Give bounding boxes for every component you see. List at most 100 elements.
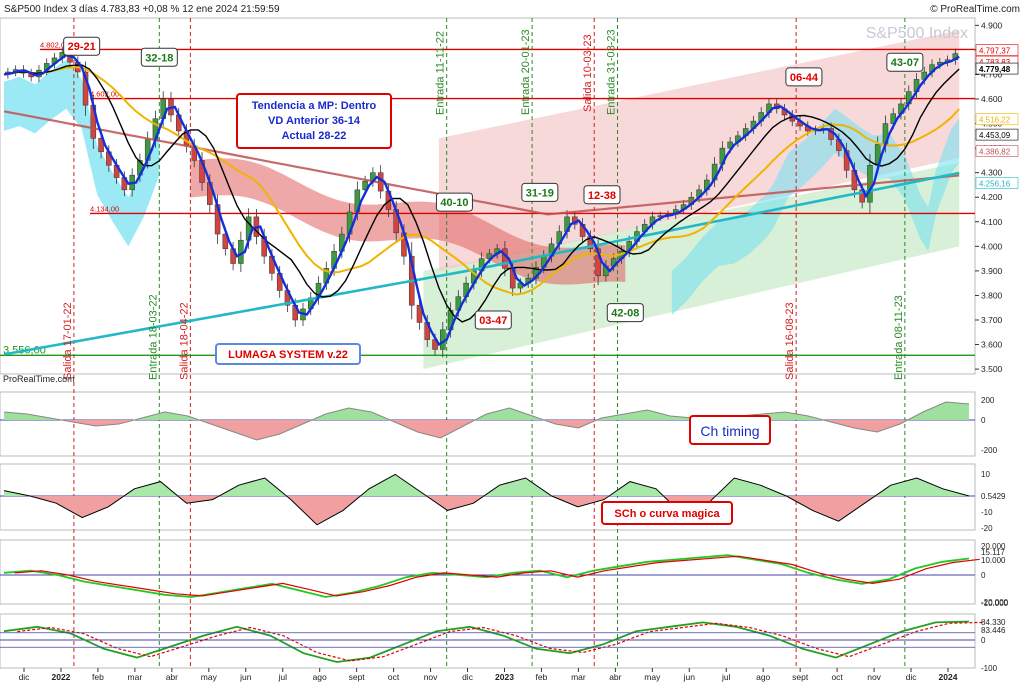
indicator-area-up bbox=[4, 402, 969, 420]
panel-frame bbox=[0, 391, 976, 457]
panel-frame bbox=[0, 613, 976, 669]
sch-label-box: SCh o curva magica bbox=[601, 501, 733, 525]
signal-count-label: 29-21 bbox=[68, 41, 96, 53]
x-tick-label: dic bbox=[462, 672, 474, 682]
signal-count-box bbox=[785, 67, 823, 87]
cloud-cyan-1 bbox=[4, 59, 160, 247]
right-price-label: 4.256,16 bbox=[979, 179, 1011, 188]
indicator-line-green bbox=[3, 554, 970, 598]
panel-backgrounds bbox=[0, 17, 976, 669]
x-tick-label: nov bbox=[424, 672, 438, 682]
x-tick-label: 2022 bbox=[51, 672, 70, 682]
x-tick-label: may bbox=[644, 672, 661, 682]
panel-frame bbox=[0, 463, 976, 531]
indicator-tick-label: 83.446 bbox=[981, 626, 1006, 635]
panel-frame bbox=[0, 539, 976, 605]
indicator-tick-label: 0 bbox=[981, 571, 986, 580]
indicator-tick-label: 20.000 bbox=[981, 542, 1006, 551]
x-tick-label: dic bbox=[19, 672, 31, 682]
right-price-label: 4.779,48 bbox=[979, 65, 1011, 74]
indicator-line bbox=[3, 401, 970, 441]
indicator-tick-label: -20 bbox=[981, 524, 993, 533]
signal-label-entry: Entrada 20-01-23 bbox=[520, 29, 532, 115]
right-price-box bbox=[975, 177, 1019, 189]
y-tick-label: 3.800 bbox=[981, 290, 1003, 300]
candle-body bbox=[222, 233, 229, 250]
candle-body bbox=[416, 305, 423, 323]
signal-count-label: 42-08 bbox=[611, 308, 639, 320]
level-label: 4.134,00 bbox=[90, 204, 119, 213]
panel-frame bbox=[0, 17, 976, 375]
watermark: S&P500 Index bbox=[866, 25, 968, 42]
signal-label-exit: Salida 17-01-22 bbox=[62, 302, 74, 380]
indicator-tick-label: 200 bbox=[981, 396, 995, 405]
grid bbox=[975, 24, 979, 370]
candle-body bbox=[362, 181, 368, 191]
system-label-box: LUMAGA SYSTEM v.22 bbox=[215, 343, 361, 365]
y-tick-label: 3.500 bbox=[981, 364, 1003, 374]
signal-label-exit: Salida 16-08-23 bbox=[784, 302, 796, 380]
candle-body bbox=[98, 138, 104, 153]
system-label: LUMAGA SYSTEM v.22 bbox=[228, 349, 348, 361]
sch-label: SCh o curva magica bbox=[614, 508, 720, 520]
right-price-label: 4.453,09 bbox=[979, 131, 1011, 140]
red-channel bbox=[438, 30, 960, 271]
axes: 4.9004.8004.7004.6004.5004.4004.3004.200… bbox=[19, 20, 1019, 682]
x-tick-label: jul bbox=[277, 672, 287, 682]
signal-label-entry: Entrada 08-11-23 bbox=[893, 295, 905, 380]
right-price-box bbox=[975, 44, 1019, 56]
info-line-1: Tendencia a MP: Dentro bbox=[252, 100, 377, 112]
candle-body bbox=[82, 71, 89, 106]
y-tick-label: 4.000 bbox=[981, 241, 1003, 251]
signal-count-label: 32-18 bbox=[145, 52, 173, 64]
orange-ma-line bbox=[3, 66, 960, 296]
x-tick-label: feb bbox=[92, 672, 104, 682]
signal-count-box bbox=[435, 192, 473, 212]
candle-body bbox=[595, 248, 601, 277]
x-tick-label: oct bbox=[831, 672, 843, 682]
cloud-red bbox=[190, 158, 626, 285]
y-tick-label: 4.300 bbox=[981, 168, 1003, 178]
signal-count-box bbox=[521, 182, 559, 202]
y-tick-label: 4.200 bbox=[981, 192, 1003, 202]
right-price-label: 4.797,37 bbox=[979, 47, 1011, 56]
y-tick-label: 3.600 bbox=[981, 340, 1003, 350]
signal-count-box bbox=[886, 52, 924, 72]
y-tick-label: 3.700 bbox=[981, 315, 1003, 325]
right-price-label: 4.386,82 bbox=[979, 148, 1011, 157]
y-tick-label: 4.900 bbox=[981, 20, 1003, 30]
info-box: Tendencia a MP: Dentro VD Anterior 36-14… bbox=[236, 93, 392, 149]
signal-label-entry: Entrada 31-03-23 bbox=[606, 29, 618, 115]
info-line-2: VD Anterior 36-14 bbox=[268, 115, 361, 127]
indicator-area-up bbox=[4, 474, 969, 496]
blue-trend-line bbox=[3, 53, 960, 347]
indicator-tick-label: -100 bbox=[981, 664, 998, 673]
indicator-line-red bbox=[17, 621, 983, 662]
indicator-line-red bbox=[14, 555, 980, 597]
right-price-box bbox=[975, 113, 1019, 125]
black-line bbox=[3, 64, 960, 323]
annotations: Salida 17-01-22 Entrada 18-03-22 Salida 18… bbox=[62, 29, 924, 380]
indicator-panels: 200 0 -200 10 0.5429 -10 -20 20.00015.11710.000… bbox=[0, 396, 1009, 673]
signal-count-label: 40-10 bbox=[440, 197, 468, 209]
indicator-tick-label: 0 bbox=[981, 416, 986, 425]
signal-count-box bbox=[140, 47, 178, 67]
signal-count-box bbox=[63, 36, 101, 56]
signal-count-label: 12-38 bbox=[588, 190, 616, 202]
signal-label-entry: Entrada 11-11-22 bbox=[435, 31, 447, 115]
x-tick-label: mar bbox=[571, 672, 586, 682]
ichimoku-cloud bbox=[4, 30, 960, 370]
y-tick-label: 4.100 bbox=[981, 217, 1003, 227]
indicator-tick-label: 10 bbox=[981, 470, 990, 479]
x-tick-label: oct bbox=[388, 672, 400, 682]
cloud-cyan-2 bbox=[671, 108, 960, 316]
price-series bbox=[3, 46, 960, 358]
signal-label-exit: Salida 18-04-22 bbox=[178, 302, 190, 380]
indicator-tick-label: -10.000 bbox=[981, 599, 1009, 608]
indicator-tick-label: 10.000 bbox=[981, 556, 1006, 565]
info-line-3: Actual 28-22 bbox=[282, 130, 347, 142]
ch-timing-label: Ch timing bbox=[700, 423, 759, 439]
x-tick-label: ago bbox=[756, 672, 770, 682]
signal-count-box bbox=[583, 185, 621, 205]
